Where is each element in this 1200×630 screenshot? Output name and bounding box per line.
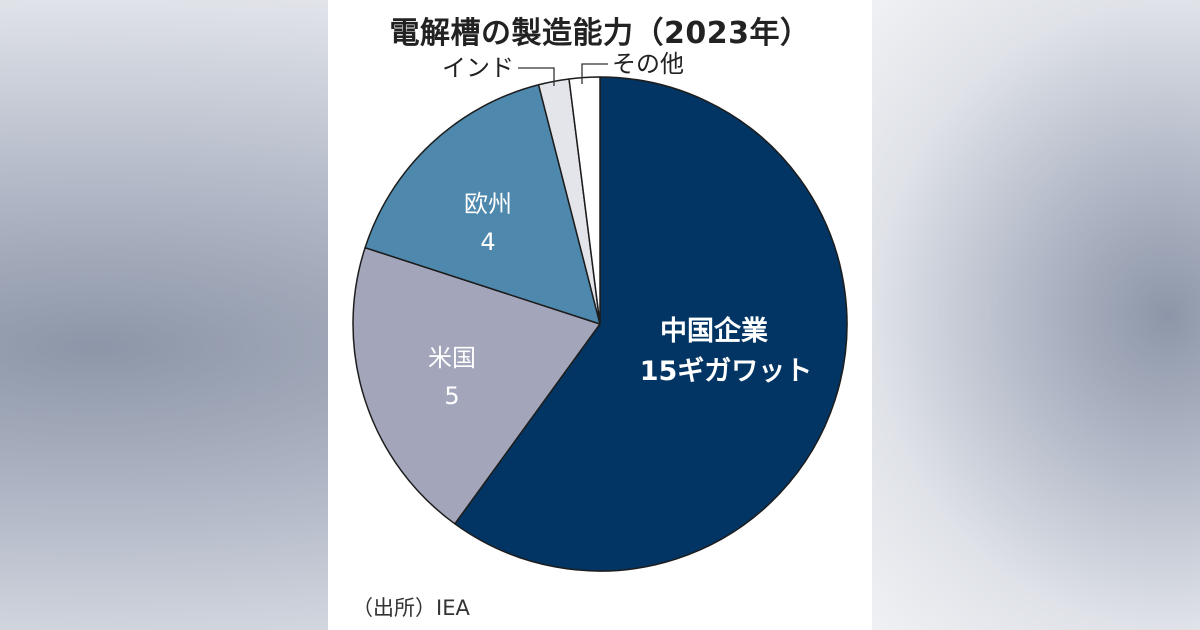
slice-name-label-4: インド: [442, 54, 514, 82]
leader-line-4: [518, 67, 555, 86]
pie-chart: 中国企業 15ギガワット 米国 5 欧州 4 インド その他: [352, 50, 848, 572]
background-right: [872, 0, 1200, 630]
pie-slice-3: [364, 84, 601, 325]
chart-title: 電解槽の製造能力（2023年）: [389, 16, 811, 51]
chart-card: 電解槽の製造能力（2023年） 中国企業 15ギガワット 米国 5 欧州 4 インド その他 …: [328, 0, 872, 630]
slice-value-label-2: 5: [444, 382, 459, 410]
slice-name-label-2: 米国: [428, 344, 476, 372]
slice-name-label-3: 欧州: [464, 190, 512, 218]
leader-line-5: [581, 63, 608, 84]
pie-slice-2: [352, 246, 601, 525]
pie-slice-5: [568, 76, 601, 325]
slice-value-label-1: 15ギガワット: [640, 356, 813, 387]
slice-name-label-5: その他: [612, 50, 684, 78]
chart-source: （出所）IEA: [352, 596, 470, 620]
pie-slice-1: [454, 76, 848, 572]
slice-name-label-1: 中国企業: [660, 315, 768, 347]
slice-value-label-3: 4: [480, 228, 495, 256]
